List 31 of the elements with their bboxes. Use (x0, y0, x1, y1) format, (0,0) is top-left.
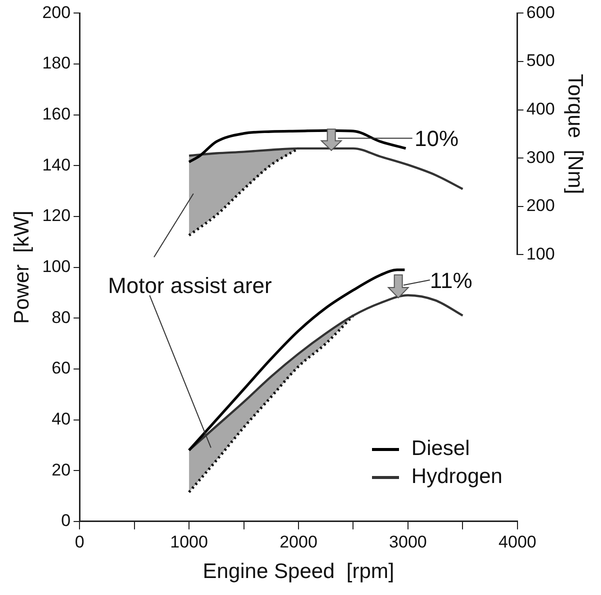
y2-tick-label: 400 (526, 99, 555, 118)
y2-tick-label: 500 (526, 51, 555, 70)
y-tick-label: 200 (42, 2, 71, 22)
y-tick-label: 60 (52, 358, 71, 378)
x-tick-label: 1000 (170, 532, 208, 552)
legend-label: Diesel (411, 437, 470, 462)
y-tick-label: 140 (42, 155, 71, 174)
y-tick-label: 120 (42, 206, 71, 226)
y2-tick-label: 100 (526, 244, 555, 264)
x-tick-label: 0 (74, 532, 84, 552)
annotation: 10% (414, 126, 459, 151)
y-tick-label: 180 (42, 54, 71, 73)
x-tick-label: 3000 (389, 532, 427, 552)
y2-tick-label: 600 (526, 2, 555, 22)
y-tick-label: 20 (52, 460, 71, 480)
y2-tick-label: 200 (526, 196, 555, 216)
y-axis-title: Power [kW] (10, 210, 34, 324)
y-tick-label: 160 (42, 104, 71, 124)
y2-tick-label: 300 (526, 148, 555, 167)
line-series (188, 129, 408, 164)
y-tick-label: 80 (52, 308, 71, 327)
x-tick-label: 2000 (280, 532, 318, 552)
y-tick-label: 0 (61, 511, 71, 530)
legend-label: Hydrogen (411, 465, 502, 490)
annotation: 11% (430, 268, 472, 293)
x-tick-label: 4000 (498, 532, 536, 552)
y-tick-label: 40 (52, 409, 71, 428)
y2-axis-title: Torque [Nm] (564, 74, 587, 194)
x-axis-title: Engine Speed [rpm] (202, 560, 394, 584)
y-tick-label: 100 (42, 256, 71, 276)
annotation: Motor assist arer (108, 272, 272, 298)
